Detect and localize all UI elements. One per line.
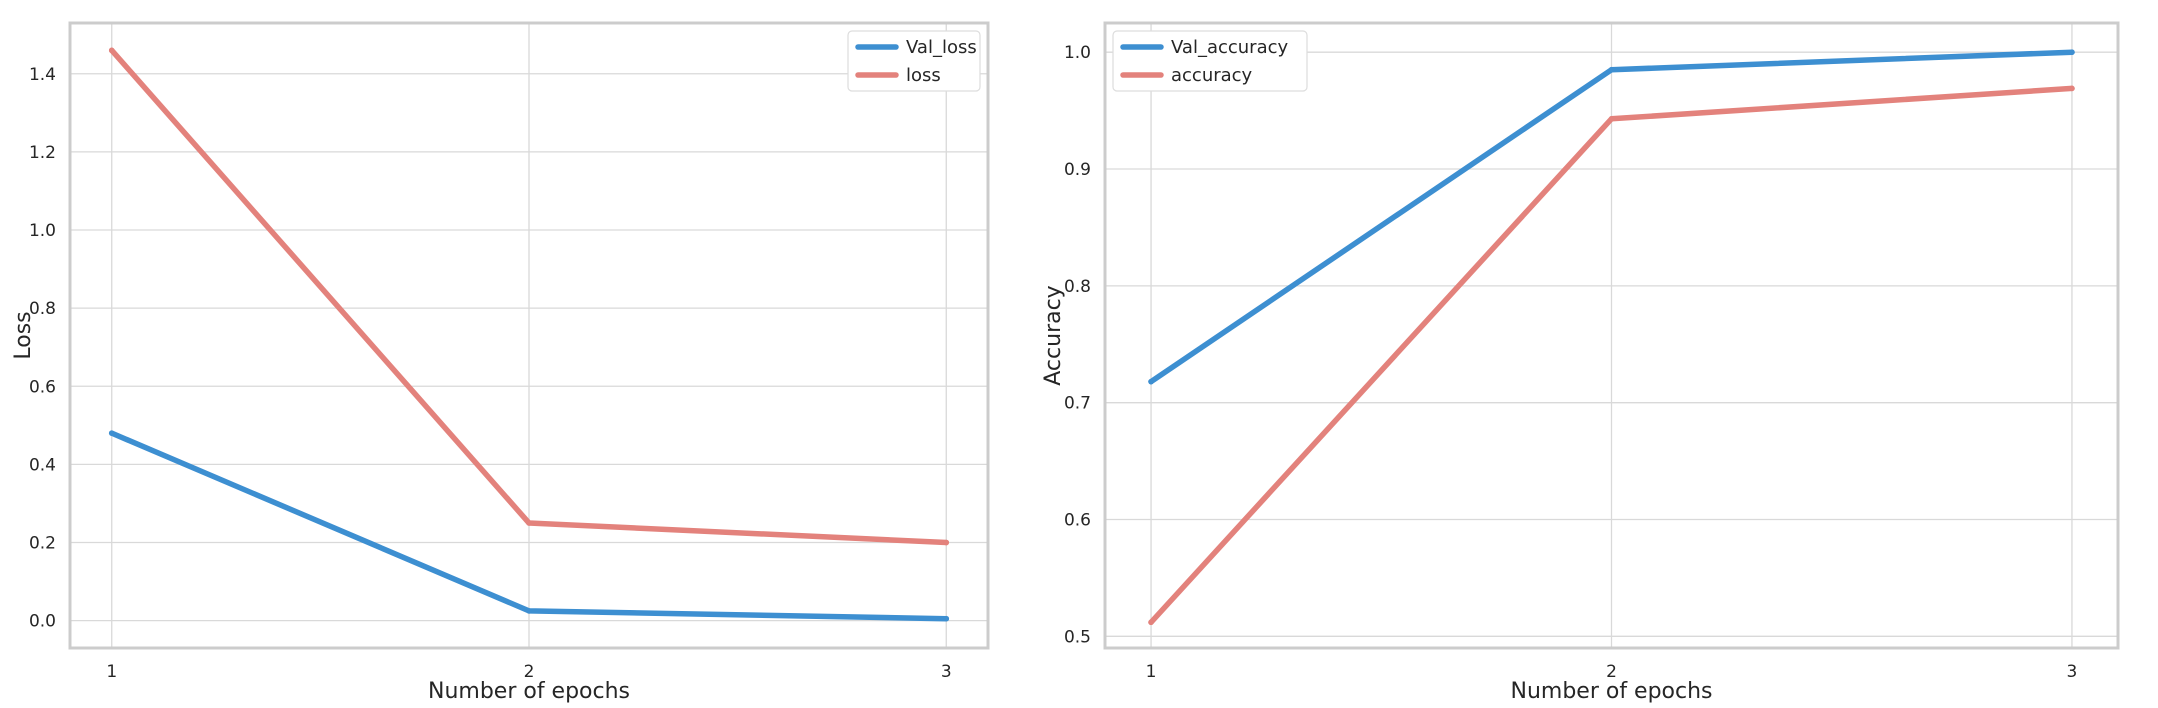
- y-axis-label: Accuracy: [1041, 285, 1066, 385]
- loss-chart: 0.0 0.2 0.4 0.6 0.8 1.0 1.2 1.4 1 2 3 Number of epo…: [11, 21, 990, 704]
- legend: Val_accuracy accuracy: [1112, 30, 1308, 92]
- x-tick-label: 3: [941, 662, 952, 682]
- plot-frame: [68, 21, 990, 650]
- x-tick-label: 1: [106, 662, 117, 682]
- data-point: [943, 615, 950, 622]
- legend-label: Val_accuracy: [1171, 37, 1289, 58]
- y-tick-label: 0.8: [29, 299, 56, 319]
- accuracy-chart: 0.5 0.6 0.7 0.8 0.9 1.0 1 2 3 Number of epochs Acc…: [1041, 21, 2120, 704]
- data-point: [108, 47, 115, 54]
- data-point: [1608, 66, 1615, 73]
- y-tick-label: 1.4: [29, 65, 56, 85]
- data-point: [1148, 378, 1154, 385]
- legend-label: accuracy: [1171, 65, 1253, 86]
- x-tick-label: 2: [1606, 662, 1617, 682]
- data-point: [1608, 115, 1615, 122]
- x-tick-label: 2: [524, 662, 535, 682]
- y-tick-label: 1.2: [29, 143, 56, 163]
- data-point: [2069, 49, 2075, 56]
- y-tick-label: 0.8: [1064, 277, 1091, 297]
- y-tick-label: 0.0: [29, 612, 56, 632]
- x-tick-label: 3: [2067, 662, 2078, 682]
- data-point: [1148, 619, 1154, 626]
- x-axis-label: Number of epochs: [1510, 679, 1712, 704]
- y-tick-label: 1.0: [1064, 43, 1091, 63]
- plot-frame: [1103, 21, 2120, 650]
- y-tick-label: 0.7: [1064, 394, 1091, 414]
- x-tick-label: 1: [1146, 662, 1157, 682]
- y-tick-label: 0.9: [1064, 160, 1091, 180]
- y-tick-label: 0.2: [29, 534, 56, 554]
- legend-label: loss: [906, 65, 941, 86]
- data-point: [108, 430, 115, 436]
- legend-label: Val_loss: [906, 37, 977, 58]
- y-tick-label: 1.0: [29, 221, 56, 241]
- y-tick-label: 0.4: [29, 455, 56, 475]
- data-point: [943, 539, 950, 546]
- y-tick-label: 0.5: [1064, 627, 1091, 647]
- y-tick-label: 0.6: [1064, 510, 1091, 530]
- data-point: [2069, 85, 2075, 92]
- data-point: [526, 608, 532, 614]
- x-axis-label: Number of epochs: [428, 679, 630, 704]
- data-point: [526, 520, 532, 526]
- y-axis-label: Loss: [11, 311, 36, 359]
- y-tick-label: 0.6: [29, 377, 56, 397]
